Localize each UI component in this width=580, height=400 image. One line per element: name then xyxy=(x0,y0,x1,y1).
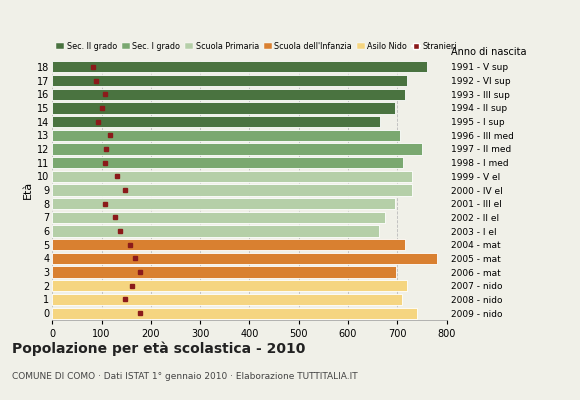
Bar xyxy=(52,294,403,305)
Bar xyxy=(52,239,405,250)
Bar xyxy=(52,198,395,209)
Text: Anno di nascita: Anno di nascita xyxy=(451,47,526,57)
Bar xyxy=(52,184,412,196)
Bar xyxy=(52,253,437,264)
Bar xyxy=(52,212,385,223)
Bar xyxy=(52,143,422,154)
Bar xyxy=(52,130,400,141)
Text: Popolazione per età scolastica - 2010: Popolazione per età scolastica - 2010 xyxy=(12,342,305,356)
Bar xyxy=(52,266,396,278)
Bar xyxy=(52,308,417,319)
Bar xyxy=(52,75,407,86)
Text: COMUNE DI COMO · Dati ISTAT 1° gennaio 2010 · Elaborazione TUTTITALIA.IT: COMUNE DI COMO · Dati ISTAT 1° gennaio 2… xyxy=(12,372,357,381)
Bar xyxy=(52,61,427,72)
Bar xyxy=(52,280,407,291)
Bar xyxy=(52,171,412,182)
Bar xyxy=(52,116,380,127)
Y-axis label: Età: Età xyxy=(23,181,33,199)
Bar xyxy=(52,88,405,100)
Bar xyxy=(52,226,379,237)
Bar xyxy=(52,157,403,168)
Legend: Sec. II grado, Sec. I grado, Scuola Primaria, Scuola dell'Infanzia, Asilo Nido, : Sec. II grado, Sec. I grado, Scuola Prim… xyxy=(56,42,457,51)
Bar xyxy=(52,102,395,114)
